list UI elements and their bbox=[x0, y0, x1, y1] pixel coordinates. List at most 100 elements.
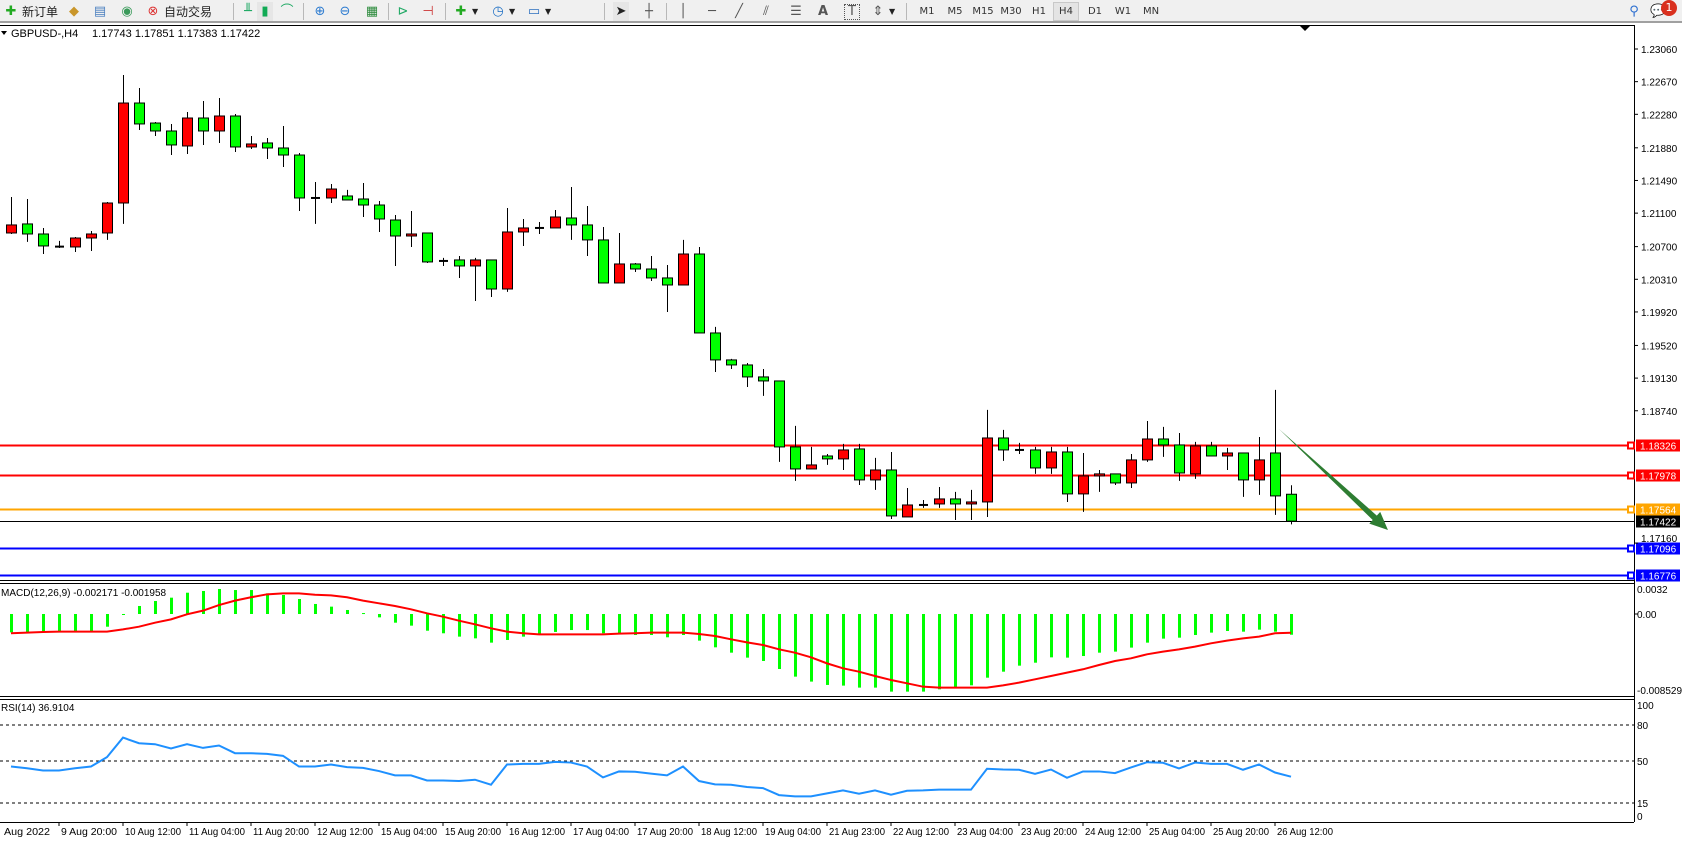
equidistant-channel-tool[interactable]: ⫽ bbox=[758, 2, 774, 21]
macd-histogram-bar bbox=[74, 614, 77, 633]
trendline-tool[interactable]: ╱ bbox=[731, 2, 747, 21]
bear-candle bbox=[166, 130, 177, 146]
time-label: 26 Aug 12:00 bbox=[1277, 827, 1333, 838]
macd-panel: 0.0032 0.00 -0.008529 bbox=[10, 585, 1682, 697]
macd-histogram-bar bbox=[890, 614, 893, 692]
cursor-tool[interactable]: ➤ bbox=[613, 2, 629, 21]
tile-windows-icon: ▦ bbox=[365, 3, 379, 19]
macd-histogram-bar bbox=[1114, 614, 1117, 652]
bear-candle bbox=[1270, 452, 1281, 497]
macd-histogram-bar bbox=[426, 614, 429, 631]
time-label: 17 Aug 20:00 bbox=[637, 827, 693, 838]
bull-candle bbox=[678, 253, 689, 286]
macd-histogram-bar bbox=[1242, 614, 1245, 632]
text-tool[interactable]: A bbox=[815, 2, 831, 21]
price-level-label: 1.18326 bbox=[1640, 442, 1677, 453]
bear-candle bbox=[758, 376, 769, 382]
price-tick-label: 1.22280 bbox=[1641, 110, 1678, 121]
bull-candle bbox=[870, 469, 881, 481]
macd-histogram-bar bbox=[1178, 614, 1181, 638]
cursor-icon: ➤ bbox=[615, 3, 627, 19]
macd-histogram-bar bbox=[250, 590, 253, 614]
bar-chart-button[interactable]: ╨ bbox=[240, 2, 256, 21]
text-label-tool[interactable]: T bbox=[844, 2, 860, 21]
arrows-tool[interactable]: ⇕ ▼ bbox=[870, 2, 896, 21]
bear-candle bbox=[598, 239, 609, 284]
bear-candle bbox=[374, 204, 385, 220]
macd-histogram-bar bbox=[1146, 614, 1149, 643]
macd-histogram-bar bbox=[186, 592, 189, 614]
arrow-shape bbox=[1279, 429, 1388, 531]
bull-candle bbox=[806, 464, 817, 470]
macd-histogram-bar bbox=[1290, 614, 1293, 635]
search-button[interactable]: ⚲ bbox=[1626, 2, 1642, 21]
timeframe-m1[interactable]: M1 bbox=[919, 6, 935, 17]
tile-windows-button[interactable]: ▦ bbox=[364, 2, 380, 21]
timeframe-h4[interactable]: H4 bbox=[1053, 2, 1079, 21]
bear-candle bbox=[262, 142, 273, 149]
macd-histogram-bar bbox=[1274, 614, 1277, 632]
fibonacci-tool[interactable]: ☰ bbox=[788, 2, 804, 21]
zoom-in-button[interactable]: ⊕ bbox=[312, 2, 328, 21]
templates-button[interactable]: ▭ ▼ bbox=[526, 2, 551, 21]
price-axis: 1.23060 1.22670 1.22280 1.21880 1.21490 1.211… bbox=[1634, 45, 1678, 545]
timeframe-m5[interactable]: M5 bbox=[947, 6, 963, 17]
bear-candle bbox=[998, 437, 1009, 451]
macd-histogram-bar bbox=[1002, 614, 1005, 672]
macd-histogram-bar bbox=[346, 609, 349, 614]
periods-button[interactable]: ◷ ▼ bbox=[490, 2, 515, 21]
signals-button[interactable]: ◉ bbox=[119, 2, 135, 21]
time-label: 22 Aug 12:00 bbox=[893, 827, 949, 838]
bear-candle bbox=[1238, 452, 1249, 481]
time-label: 11 Aug 04:00 bbox=[189, 827, 245, 838]
line-chart-button[interactable]: ⌒ bbox=[279, 2, 295, 21]
macd-histogram-bar bbox=[458, 614, 461, 637]
horizontal-lines: 1.18326 1.17978 1.17564 1.17096 1.16776 1.174… bbox=[0, 439, 1680, 583]
trend-arrow[interactable] bbox=[1279, 429, 1388, 531]
history-center-button[interactable]: ◆ bbox=[66, 2, 82, 21]
timeframe-mn[interactable]: MN bbox=[1142, 6, 1160, 17]
new-order-button[interactable]: ✚ 新订单 bbox=[3, 2, 58, 21]
bear-candle bbox=[454, 259, 465, 267]
indicators-button[interactable]: ✚ ▼ bbox=[453, 2, 479, 21]
server-icon: ▤ bbox=[93, 3, 107, 19]
current-price-label: 1.17422 bbox=[1640, 518, 1677, 529]
dropdown-arrow-icon: ▼ bbox=[545, 7, 552, 16]
auto-scroll-button[interactable]: ⊳ bbox=[395, 2, 411, 21]
arrows-icon: ⇕ bbox=[872, 3, 884, 19]
macd-histogram-bar bbox=[90, 614, 93, 632]
macd-histogram-bar bbox=[314, 603, 317, 614]
chart-shift-marker[interactable] bbox=[1300, 26, 1310, 31]
chart-shift-button[interactable]: ⊣ bbox=[420, 2, 436, 21]
macd-histogram-bar bbox=[794, 614, 797, 677]
macd-histogram-bar bbox=[378, 614, 381, 618]
bull-candle bbox=[214, 115, 225, 132]
separator bbox=[303, 3, 304, 20]
chart-header: GBPUSD-,H4 1.17743 1.17851 1.17383 1.174… bbox=[1, 28, 260, 714]
vertical-line-icon: │ bbox=[679, 3, 687, 19]
macd-histogram-bar bbox=[618, 614, 621, 634]
candlestick-chart-button[interactable]: ▮ bbox=[257, 2, 273, 21]
timeframe-h1[interactable]: H1 bbox=[1032, 6, 1046, 17]
vertical-line-tool[interactable]: │ bbox=[675, 2, 691, 21]
crosshair-tool[interactable]: ┼ bbox=[641, 2, 657, 21]
timeframe-d1[interactable]: D1 bbox=[1087, 6, 1103, 17]
price-level-tag bbox=[1636, 439, 1680, 452]
zoom-out-button[interactable]: ⊖ bbox=[337, 2, 353, 21]
bear-candle bbox=[630, 263, 641, 270]
bull-candle bbox=[182, 117, 193, 147]
macd-histogram-bar bbox=[762, 614, 765, 661]
timeframe-m30[interactable]: M30 bbox=[1000, 6, 1022, 17]
bull-candle bbox=[502, 231, 513, 290]
channel-icon: ⫽ bbox=[763, 3, 769, 19]
auto-trading-button[interactable]: ⊗ 自动交易 bbox=[145, 2, 212, 21]
timeframe-w1[interactable]: W1 bbox=[1114, 6, 1132, 17]
horizontal-line-tool[interactable]: ─ bbox=[704, 2, 720, 21]
bear-candle bbox=[486, 259, 497, 290]
macd-histogram-bar bbox=[506, 614, 509, 640]
bear-candle bbox=[742, 364, 753, 378]
candles bbox=[6, 74, 1297, 525]
options-button[interactable]: ▤ bbox=[92, 2, 108, 21]
timeframe-m15[interactable]: M15 bbox=[972, 6, 994, 17]
